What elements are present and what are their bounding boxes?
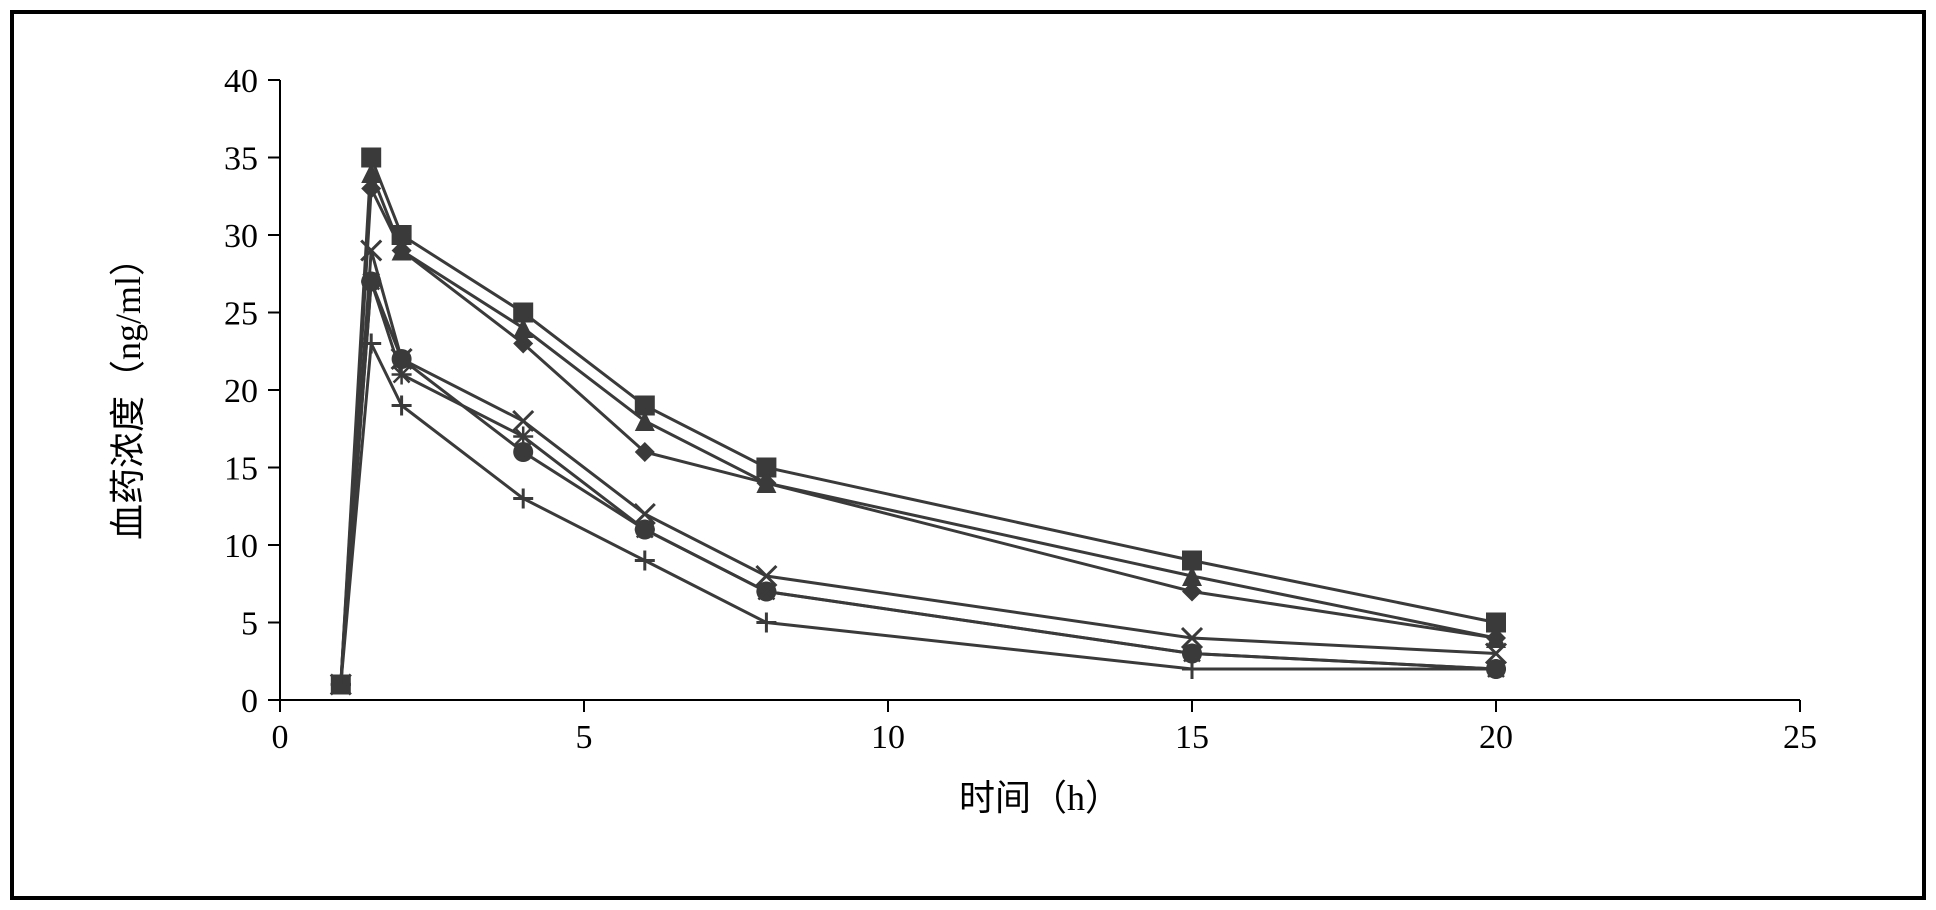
chart-container: 0 5 10 15 20 25 30 35 40 0 5 10 15 20 25 时间（h） 血药浓度（ng/m… <box>60 40 1876 870</box>
svg-text:15: 15 <box>1175 719 1209 756</box>
svg-text:时间（h）: 时间（h） <box>959 778 1121 818</box>
svg-text:0: 0 <box>272 719 289 756</box>
svg-text:10: 10 <box>224 528 258 565</box>
svg-text:25: 25 <box>1783 719 1817 756</box>
pk-line-chart: 0 5 10 15 20 25 30 35 40 0 5 10 15 20 25 时间（h） 血药浓度（ng/m… <box>60 40 1876 870</box>
svg-text:0: 0 <box>241 683 258 720</box>
svg-text:15: 15 <box>224 451 258 488</box>
svg-text:30: 30 <box>224 218 258 255</box>
svg-text:25: 25 <box>224 296 258 333</box>
svg-text:20: 20 <box>224 373 258 410</box>
svg-text:5: 5 <box>576 719 593 756</box>
svg-text:40: 40 <box>224 63 258 100</box>
svg-text:20: 20 <box>1479 719 1513 756</box>
svg-text:35: 35 <box>224 141 258 178</box>
svg-text:5: 5 <box>241 606 258 643</box>
svg-text:血药浓度（ng/ml）: 血药浓度（ng/ml） <box>108 240 148 540</box>
svg-text:10: 10 <box>871 719 905 756</box>
